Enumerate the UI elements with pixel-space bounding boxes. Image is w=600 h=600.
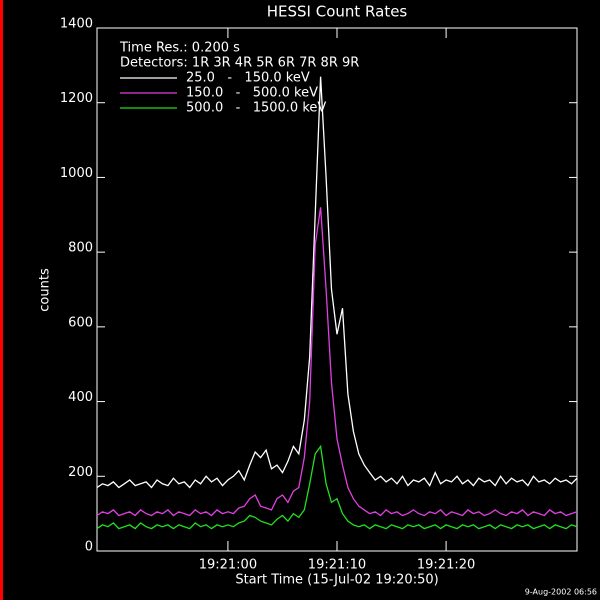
legend-label: 150.0 - 500.0 keV (186, 86, 318, 101)
x-tick-label: 19:21:00 (199, 558, 257, 573)
y-tick-label: 1000 (60, 166, 93, 181)
annotation: Detectors: 1R 3R 4R 5R 6R 7R 8R 9R (120, 56, 359, 71)
x-axis-label: Start Time (15-Jul-02 19:20:50) (235, 573, 438, 588)
x-tick-label: 19:21:20 (417, 558, 475, 573)
y-tick-label: 600 (68, 315, 93, 330)
y-tick-label: 200 (68, 465, 93, 480)
legend-label: 25.0 - 150.0 keV (186, 71, 310, 86)
y-tick-label: 800 (68, 241, 93, 256)
y-tick-label: 1400 (60, 17, 93, 32)
y-tick-label: 0 (85, 540, 93, 555)
annotation: Time Res.: 0.200 s (119, 41, 240, 56)
series-line (96, 444, 578, 530)
y-tick-label: 1200 (60, 91, 93, 106)
y-axis-label: counts (38, 268, 53, 312)
x-tick-label: 19:21:10 (308, 558, 366, 573)
series-line (96, 207, 578, 517)
y-tick-label: 400 (68, 390, 93, 405)
footer-date: 9-Aug-2002 06:56 (525, 588, 597, 597)
edge-bar (0, 0, 3, 600)
plot-frame (96, 27, 578, 552)
series-line (96, 76, 578, 489)
chart-title: HESSI Count Rates (267, 3, 408, 21)
legend-label: 500.0 - 1500.0 keV (186, 101, 326, 116)
